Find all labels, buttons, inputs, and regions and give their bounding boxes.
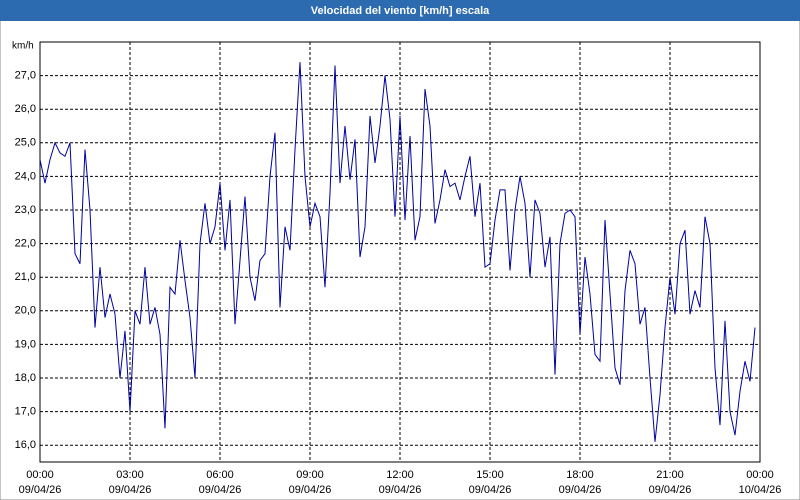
y-tick-label: 26,0	[15, 103, 36, 115]
line	[39, 62, 756, 442]
x-tick-label: 12:00	[386, 469, 414, 481]
x-tick-date: 09/04/26	[19, 484, 62, 496]
y-tick-label: 24,0	[15, 170, 36, 182]
x-tick-label: 06:00	[206, 469, 234, 481]
y-tick-label: 19,0	[15, 338, 36, 350]
y-unit: km/h	[12, 41, 34, 52]
y-tick-label: 22,0	[15, 238, 36, 250]
chart-title: Velocidad del viento [km/h] escala	[311, 5, 490, 17]
x-tick-date: 09/04/26	[649, 484, 692, 496]
y-tick-label: 25,0	[15, 137, 36, 149]
x-tick-label: 09:00	[296, 469, 324, 481]
x-tick-label: 15:00	[476, 469, 504, 481]
y-tick-label: 20,0	[15, 305, 36, 317]
y-tick-label: 23,0	[15, 204, 36, 216]
x-tick-date: 09/04/26	[559, 484, 602, 496]
x-tick-date: 10/04/26	[739, 484, 782, 496]
x-tick-date: 09/04/26	[469, 484, 512, 496]
title-bar	[0, 0, 800, 21]
y-tick-label: 16,0	[15, 439, 36, 451]
y-tick-label: 27,0	[15, 70, 36, 82]
y-tick-label: 17,0	[15, 406, 36, 418]
x-tick-label: 00:00	[746, 469, 774, 481]
y-tick-label: 18,0	[15, 372, 36, 384]
x-tick-date: 09/04/26	[289, 484, 332, 496]
x-tick-date: 09/04/26	[109, 484, 152, 496]
x-tick-date: 09/04/26	[379, 484, 422, 496]
x-tick-label: 00:00	[26, 469, 54, 481]
x-tick-date: 09/04/26	[199, 484, 242, 496]
x-tick-label: 03:00	[116, 469, 144, 481]
x-tick-label: 18:00	[566, 469, 594, 481]
y-tick-label: 21,0	[15, 271, 36, 283]
x-tick-label: 21:00	[656, 469, 684, 481]
